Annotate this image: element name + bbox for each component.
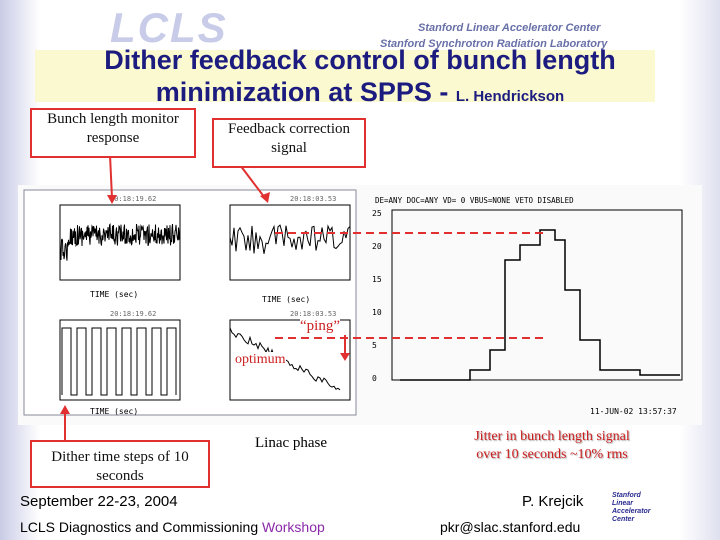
callout-box: Feedback correction signal (212, 118, 366, 168)
y-tick-label: 25 (372, 209, 382, 218)
label: Linac phase (255, 435, 328, 451)
footer-logo: Stanford Linear Accelerator Center (612, 492, 651, 524)
trace (59, 223, 181, 261)
y-tick-label: 15 (372, 275, 382, 284)
title: Dither feedback control of bunch length … (80, 44, 640, 113)
plot-frame (391, 209, 683, 381)
logo-line: Linear (612, 500, 634, 507)
callout-box: Bunch length monitor response (30, 108, 196, 158)
arrow-heads (60, 192, 350, 414)
org-line: Stanford Linear Accelerator Center (418, 22, 601, 34)
trace (229, 224, 351, 254)
logo: LCLS (110, 4, 228, 51)
timestamp: 20:18:19.62 (110, 195, 156, 203)
logo-line: Center (612, 516, 635, 523)
trace (61, 327, 177, 396)
axis-label: TIME (sec) (262, 295, 310, 304)
plots (59, 204, 683, 401)
plot-frame (59, 319, 181, 401)
annotation: “ping” (300, 318, 340, 335)
event-text: LCLS Diagnostics and Commissioning (20, 519, 262, 535)
plot-frame (229, 204, 351, 281)
y-ticks: 25 20 15 10 5 0 (372, 209, 382, 383)
callout-lines (64, 154, 545, 440)
axis-label: TIME (sec) (90, 290, 138, 299)
plot-frame (229, 319, 351, 401)
plot-date: 11-JUN-02 13:57:37 (590, 407, 677, 416)
footer-email: pkr@slac.stanford.edu (440, 519, 581, 535)
histogram-outline (400, 229, 680, 381)
axis-label: TIME (sec) (90, 407, 138, 416)
footer-date: September 22-23, 2004 (20, 493, 178, 510)
annotation: optimum (235, 352, 286, 368)
timestamp: 20:18:03.53 (290, 310, 336, 318)
y-tick-label: 10 (372, 308, 382, 317)
footer-author: P. Krejcik (522, 493, 584, 510)
y-tick-label: 20 (372, 242, 382, 251)
event-highlight: Workshop (262, 519, 325, 535)
callout-box: Dither time steps of 10 seconds (30, 440, 210, 488)
logo-line: Accelerator (612, 508, 651, 515)
logo-line: Stanford (612, 492, 641, 499)
title-author: L. Hendrickson (455, 88, 565, 105)
y-tick-label: 0 (372, 374, 377, 383)
y-tick-label: 5 (372, 341, 377, 350)
plot-header: DE=ANY DOC=ANY VD= 0 VBUS=NONE VETO DISA… (375, 196, 574, 205)
timestamp: 20:18:19.62 (110, 310, 156, 318)
footer-event: LCLS Diagnostics and Commissioning Works… (20, 519, 325, 535)
org-line: Stanford Synchrotron Radiation Laborator… (380, 38, 608, 50)
title-band (35, 50, 655, 102)
note: Jitter in bunch length signal over 10 se… (474, 429, 630, 462)
timestamp: 20:18:03.53 (290, 195, 336, 203)
title-text: Dither feedback control of bunch length … (104, 45, 616, 107)
